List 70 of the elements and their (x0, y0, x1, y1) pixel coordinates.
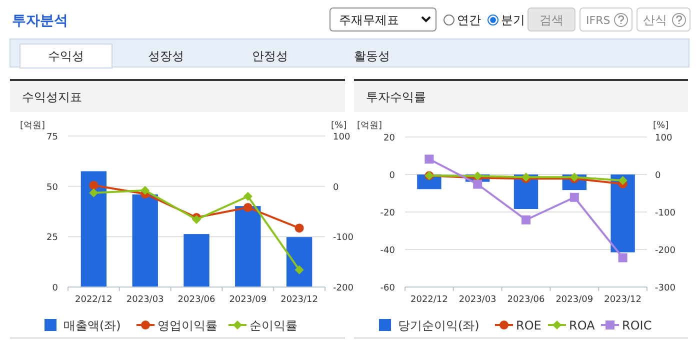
legend-label: ROA (569, 318, 596, 332)
point (522, 215, 530, 224)
text: IFRS (586, 14, 610, 27)
x-tick-label: 2023/03 (126, 295, 164, 305)
text: 검색 (540, 13, 564, 27)
text: 연간 (457, 13, 481, 27)
x-tick-label: 2023/09 (556, 295, 594, 305)
text: 투자분석 (12, 13, 68, 29)
x-tick-label: 2023/03 (458, 295, 496, 305)
legend-label: 매출액(좌) (64, 318, 121, 332)
point (618, 176, 628, 185)
y-tick-label: 50 (46, 182, 58, 193)
y2-axis-title: [%] (653, 121, 669, 131)
y-tick-label: -60 (380, 284, 396, 294)
point (294, 265, 304, 274)
text: 산식 (643, 13, 667, 27)
point (473, 180, 482, 189)
text: 주재무제표 (339, 13, 399, 27)
y-tick-label: -40 (380, 246, 396, 256)
y2-tick-label: 100 (333, 132, 350, 142)
point (294, 224, 304, 233)
legend-label: 영업이익률 (158, 318, 218, 332)
x-tick-label: 2023/06 (507, 295, 545, 305)
y-tick-label: 75 (46, 132, 58, 142)
point (243, 202, 252, 212)
point (243, 192, 252, 201)
y2-axis-title: [%] (331, 121, 347, 131)
y-tick-label: 20 (384, 134, 396, 144)
point (89, 180, 98, 190)
bar (286, 237, 312, 287)
y2-tick-label: 100 (655, 134, 672, 144)
point (140, 186, 150, 195)
point (89, 188, 98, 198)
x-tick-label: 2023/12 (280, 295, 318, 305)
bar (132, 194, 158, 287)
y-tick-label: 0 (52, 284, 58, 294)
y-tick-label: -20 (380, 208, 396, 218)
text: 안정성 (252, 49, 288, 63)
y2-tick-label: -100 (655, 208, 676, 218)
point (618, 253, 628, 262)
y2-tick-label: 0 (333, 182, 339, 193)
bar (80, 171, 107, 287)
bar (184, 234, 210, 287)
x-tick-label: 2023/06 (178, 295, 216, 305)
chart-title: 투자수익률 (366, 90, 426, 104)
legend-label: ROIC (622, 318, 652, 332)
x-tick-label: 2022/12 (410, 295, 448, 305)
y2-tick-label: 0 (655, 171, 661, 181)
point (570, 192, 579, 202)
y-axis-title: [억원] (20, 121, 46, 131)
legend-label: 당기순이익(좌) (398, 318, 480, 332)
x-tick-label: 2023/12 (604, 295, 642, 305)
x-tick-label: 2022/12 (75, 295, 112, 305)
point (424, 154, 434, 164)
text: 성장성 (148, 49, 184, 63)
y-tick-label: 25 (46, 233, 58, 244)
y2-tick-label: -200 (655, 246, 676, 256)
legend-label: 순이익률 (250, 318, 298, 332)
chart-title: 수익성지표 (22, 90, 82, 104)
legend-label: ROE (516, 318, 542, 332)
x-tick-label: 2023/09 (229, 295, 267, 305)
y-axis-title: [억원] (357, 121, 382, 131)
y2-tick-label: -200 (333, 284, 354, 294)
bar (235, 206, 261, 287)
y2-tick-label: -100 (333, 233, 354, 244)
y2-tick-label: -300 (655, 284, 676, 294)
text: 활동성 (354, 49, 390, 63)
text: 수익성 (48, 49, 84, 63)
y-tick-label: 0 (389, 171, 396, 181)
text: 분기 (501, 13, 525, 27)
